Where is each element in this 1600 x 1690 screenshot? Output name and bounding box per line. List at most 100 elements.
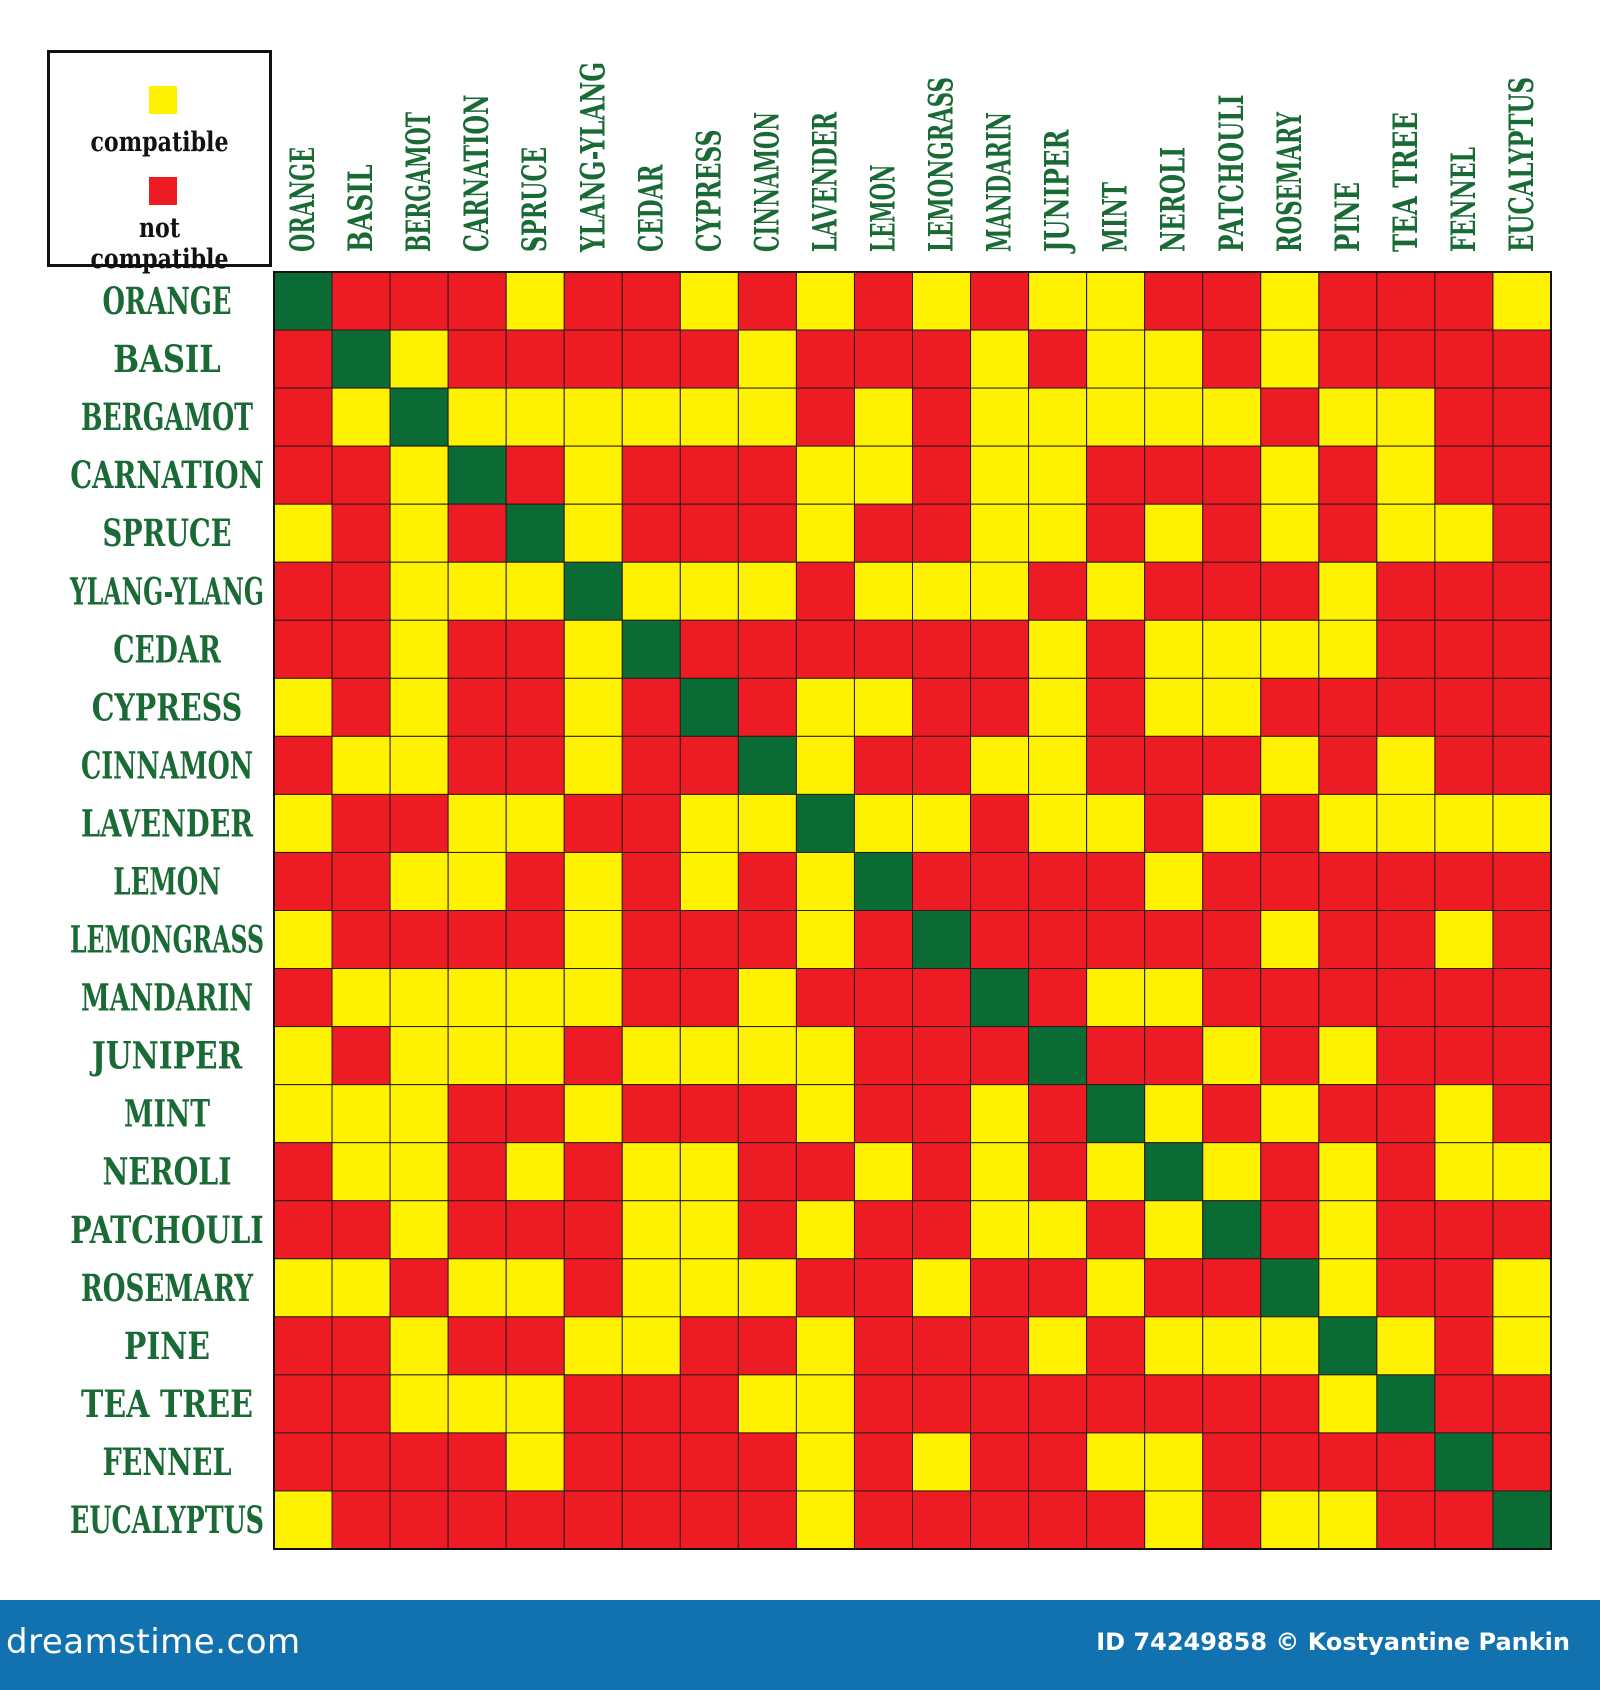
cell-juniper-juniper xyxy=(1028,1026,1088,1086)
cell-juniper-mint xyxy=(1086,1026,1146,1086)
cell-tea-tree-lemongrass xyxy=(912,1374,972,1434)
cell-mint-orange xyxy=(273,1084,333,1144)
cell-basil-mandarin xyxy=(970,329,1030,389)
cell-pine-rosemary xyxy=(1260,1316,1320,1376)
row-label-fennel: FENNEL xyxy=(103,1440,232,1484)
cell-mandarin-cypress xyxy=(679,968,739,1028)
cell-cinnamon-ylang-ylang xyxy=(563,735,623,795)
cell-carnation-orange xyxy=(273,445,333,505)
cell-bergamot-rosemary xyxy=(1260,387,1320,447)
cell-lemongrass-rosemary xyxy=(1260,910,1320,970)
cell-cinnamon-basil xyxy=(331,735,391,795)
cell-juniper-tea-tree xyxy=(1376,1026,1436,1086)
row-label-pine: PINE xyxy=(124,1324,210,1368)
cell-ylang-ylang-spruce xyxy=(505,561,565,621)
cell-tea-tree-cinnamon xyxy=(737,1374,797,1434)
cell-cedar-eucalyptus xyxy=(1492,619,1552,679)
row-label-lemongrass: LEMONGRASS xyxy=(70,918,264,962)
cell-spruce-lemon xyxy=(853,503,913,563)
column-label-juniper: JUNIPER xyxy=(1038,129,1078,254)
cell-lemon-patchouli xyxy=(1202,851,1262,911)
cell-mandarin-eucalyptus xyxy=(1492,968,1552,1028)
cell-lemongrass-tea-tree xyxy=(1376,910,1436,970)
cell-orange-cedar xyxy=(621,271,681,331)
cell-pine-eucalyptus xyxy=(1492,1316,1552,1376)
cell-neroli-lemongrass xyxy=(912,1142,972,1202)
cell-eucalyptus-cinnamon xyxy=(737,1490,797,1550)
cell-pine-cinnamon xyxy=(737,1316,797,1376)
row-label-mint: MINT xyxy=(124,1092,210,1136)
cell-juniper-ylang-ylang xyxy=(563,1026,623,1086)
cell-lemon-basil xyxy=(331,851,391,911)
cell-tea-tree-cedar xyxy=(621,1374,681,1434)
cell-spruce-lavender xyxy=(795,503,855,563)
cell-patchouli-cypress xyxy=(679,1200,739,1260)
cell-fennel-cypress xyxy=(679,1432,739,1492)
cell-orange-carnation xyxy=(447,271,507,331)
cell-lavender-carnation xyxy=(447,793,507,853)
column-label-patchouli: PATCHOULI xyxy=(1212,95,1252,253)
cell-spruce-mandarin xyxy=(970,503,1030,563)
cell-lavender-lavender xyxy=(795,793,855,853)
cell-cedar-lavender xyxy=(795,619,855,679)
cell-eucalyptus-mint xyxy=(1086,1490,1146,1550)
cell-basil-lemongrass xyxy=(912,329,972,389)
cell-pine-lemongrass xyxy=(912,1316,972,1376)
cell-mint-pine xyxy=(1318,1084,1378,1144)
cell-patchouli-orange xyxy=(273,1200,333,1260)
cell-bergamot-pine xyxy=(1318,387,1378,447)
cell-lemon-cinnamon xyxy=(737,851,797,911)
cell-mint-lemon xyxy=(853,1084,913,1144)
cell-mint-fennel xyxy=(1434,1084,1494,1144)
cell-mint-lemongrass xyxy=(912,1084,972,1144)
cell-fennel-ylang-ylang xyxy=(563,1432,623,1492)
cell-mandarin-pine xyxy=(1318,968,1378,1028)
cell-spruce-eucalyptus xyxy=(1492,503,1552,563)
cell-lemongrass-neroli xyxy=(1144,910,1204,970)
cell-mandarin-juniper xyxy=(1028,968,1088,1028)
cell-basil-pine xyxy=(1318,329,1378,389)
cell-cypress-lemon xyxy=(853,677,913,737)
cell-mandarin-rosemary xyxy=(1260,968,1320,1028)
cell-mandarin-neroli xyxy=(1144,968,1204,1028)
cell-orange-mint xyxy=(1086,271,1146,331)
cell-lavender-mandarin xyxy=(970,793,1030,853)
cell-lemongrass-lavender xyxy=(795,910,855,970)
column-label-fennel: FENNEL xyxy=(1444,147,1484,252)
cell-mint-patchouli xyxy=(1202,1084,1262,1144)
cell-patchouli-pine xyxy=(1318,1200,1378,1260)
cell-eucalyptus-juniper xyxy=(1028,1490,1088,1550)
cell-pine-mint xyxy=(1086,1316,1146,1376)
cell-basil-juniper xyxy=(1028,329,1088,389)
cell-ylang-ylang-cypress xyxy=(679,561,739,621)
cell-juniper-pine xyxy=(1318,1026,1378,1086)
cell-spruce-cinnamon xyxy=(737,503,797,563)
cell-juniper-cedar xyxy=(621,1026,681,1086)
cell-tea-tree-bergamot xyxy=(389,1374,449,1434)
cell-cypress-mint xyxy=(1086,677,1146,737)
cell-lemongrass-fennel xyxy=(1434,910,1494,970)
cell-orange-spruce xyxy=(505,271,565,331)
cell-fennel-patchouli xyxy=(1202,1432,1262,1492)
cell-tea-tree-mandarin xyxy=(970,1374,1030,1434)
row-label-basil: BASIL xyxy=(113,337,221,381)
cell-mint-eucalyptus xyxy=(1492,1084,1552,1144)
cell-eucalyptus-lemongrass xyxy=(912,1490,972,1550)
cell-ylang-ylang-cinnamon xyxy=(737,561,797,621)
cell-lavender-eucalyptus xyxy=(1492,793,1552,853)
cell-carnation-rosemary xyxy=(1260,445,1320,505)
cell-carnation-patchouli xyxy=(1202,445,1262,505)
column-label-mandarin: MANDARIN xyxy=(980,112,1020,252)
row-label-lemon: LEMON xyxy=(113,859,221,903)
footer-brand[interactable]: dreamstime.com xyxy=(6,1622,301,1662)
cell-tea-tree-lavender xyxy=(795,1374,855,1434)
cell-patchouli-mint xyxy=(1086,1200,1146,1260)
row-label-cinnamon: CINNAMON xyxy=(81,743,253,787)
cell-cedar-fennel xyxy=(1434,619,1494,679)
cell-mandarin-lemongrass xyxy=(912,968,972,1028)
cell-patchouli-cinnamon xyxy=(737,1200,797,1260)
cell-cedar-lemongrass xyxy=(912,619,972,679)
cell-rosemary-tea-tree xyxy=(1376,1258,1436,1318)
cell-neroli-juniper xyxy=(1028,1142,1088,1202)
cell-cypress-bergamot xyxy=(389,677,449,737)
